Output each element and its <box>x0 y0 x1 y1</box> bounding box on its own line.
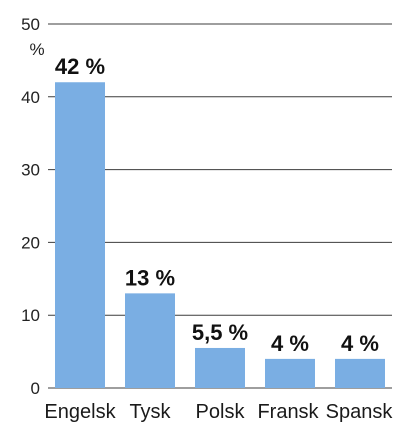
data-label: 13 % <box>125 265 175 290</box>
data-label: 5,5 % <box>192 320 248 345</box>
x-axis-ticks: Engelsk Tysk Polsk Fransk Spansk <box>44 401 393 423</box>
bars <box>55 82 385 389</box>
data-label: 4 % <box>271 331 309 356</box>
bar-engelsk <box>55 82 105 389</box>
bar-spansk <box>335 358 385 388</box>
gridlines <box>48 23 392 389</box>
bar-tysk <box>125 293 175 388</box>
y-tick-label: 30 <box>21 161 40 180</box>
x-tick-label: Polsk <box>196 401 246 423</box>
data-labels: 42 % 13 % 5,5 % 4 % 4 % <box>55 54 379 356</box>
y-tick-label: 10 <box>21 306 40 325</box>
y-tick-label: 50 <box>21 15 40 34</box>
x-tick-label: Tysk <box>129 401 171 423</box>
y-axis-ticks: 0 10 20 30 40 50 <box>21 15 40 398</box>
x-tick-label: Spansk <box>326 401 394 423</box>
bar-polsk <box>195 347 245 388</box>
data-label: 42 % <box>55 54 105 79</box>
bar-fransk <box>265 358 315 388</box>
y-axis-unit-label: % <box>29 40 44 59</box>
y-tick-label: 40 <box>21 88 40 107</box>
x-tick-label: Engelsk <box>44 401 116 423</box>
x-tick-label: Fransk <box>257 401 319 423</box>
data-label: 4 % <box>341 331 379 356</box>
y-tick-label: 20 <box>21 233 40 252</box>
y-tick-label: 0 <box>31 379 40 398</box>
